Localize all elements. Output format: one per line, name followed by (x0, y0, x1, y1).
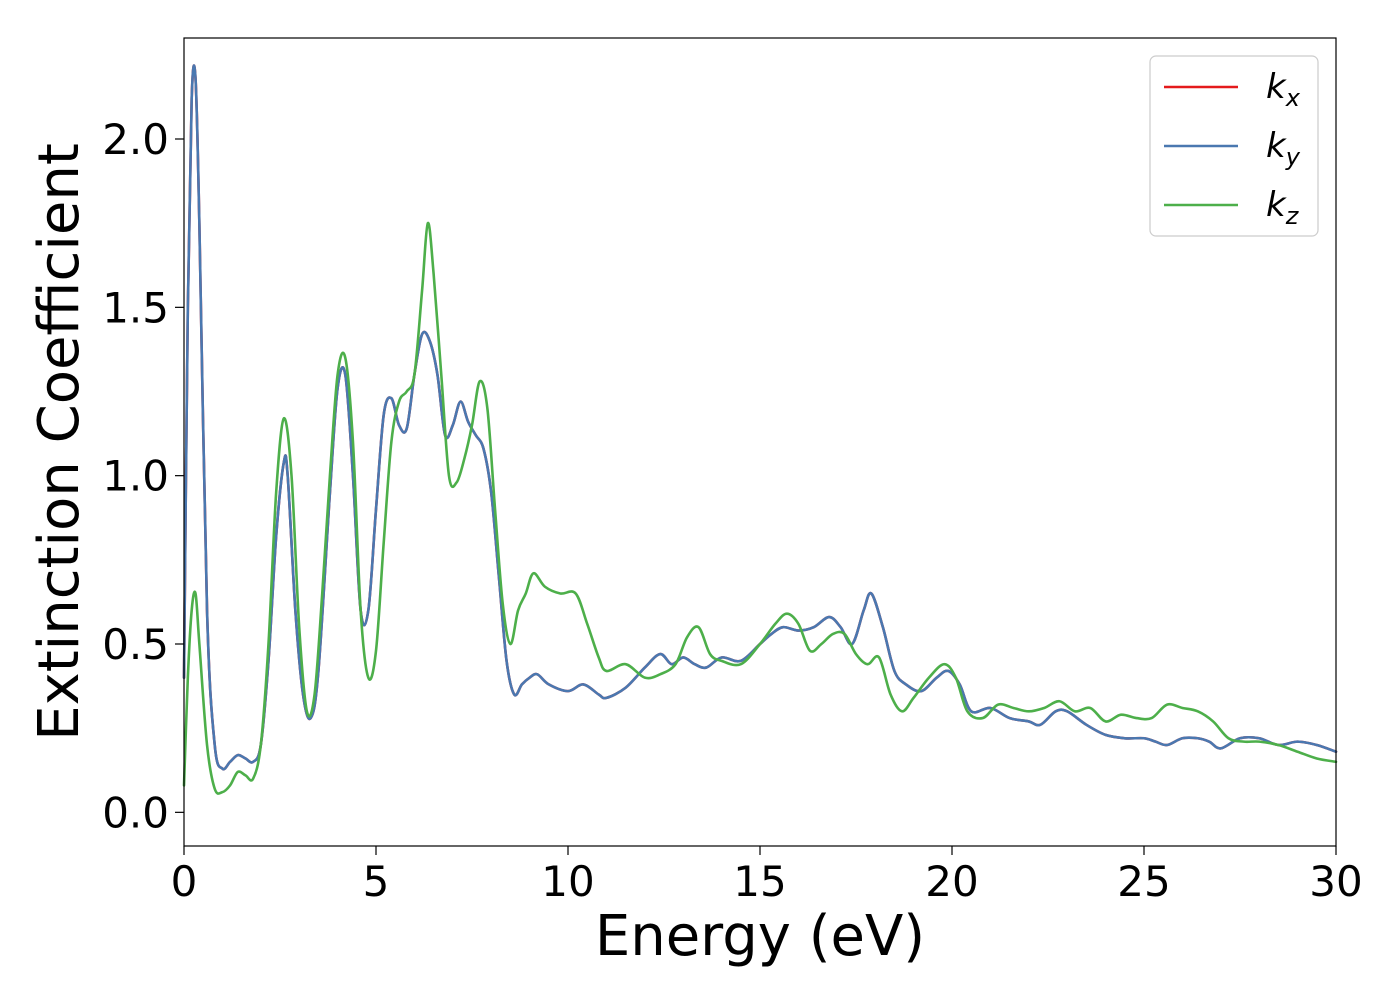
x-tick-label: 30 (1309, 857, 1362, 906)
x-tick-label: 15 (733, 857, 786, 906)
x-tick-label: 0 (171, 857, 198, 906)
x-axis-title: Energy (eV) (595, 904, 925, 969)
legend-label-base: k (1266, 67, 1287, 107)
legend-label-subscript: z (1285, 202, 1300, 230)
x-tick-label: 20 (925, 857, 978, 906)
x-tick-label: 10 (541, 857, 594, 906)
x-tick-label: 5 (363, 857, 390, 906)
legend-label-y: ky (1266, 126, 1301, 171)
series-line-y (182, 64, 1338, 771)
y-tick-label: 2.0 (102, 115, 169, 164)
series-layer (182, 64, 1338, 795)
legend-label-x: kx (1266, 67, 1301, 112)
y-tick-label: 0.5 (102, 620, 169, 669)
x-tick-label: 25 (1117, 857, 1170, 906)
y-axis-title: Extinction Coefficient (27, 143, 92, 741)
x-axis-ticks: 0 5 10 15 20 25 30 (171, 846, 1363, 906)
y-tick-label: 1.0 (102, 452, 169, 501)
legend-label-base: k (1266, 126, 1287, 166)
y-tick-label: 1.5 (102, 283, 169, 332)
legend-label-subscript: x (1285, 84, 1301, 112)
y-tick-label: 0.0 (102, 788, 169, 837)
legend-label-subscript: y (1285, 143, 1301, 171)
legend-label-z: kz (1266, 185, 1300, 230)
y-axis-ticks: 0.0 0.5 1.0 1.5 2.0 (102, 115, 184, 837)
series-line-z (182, 221, 1338, 795)
legend-label-base: k (1266, 185, 1287, 225)
